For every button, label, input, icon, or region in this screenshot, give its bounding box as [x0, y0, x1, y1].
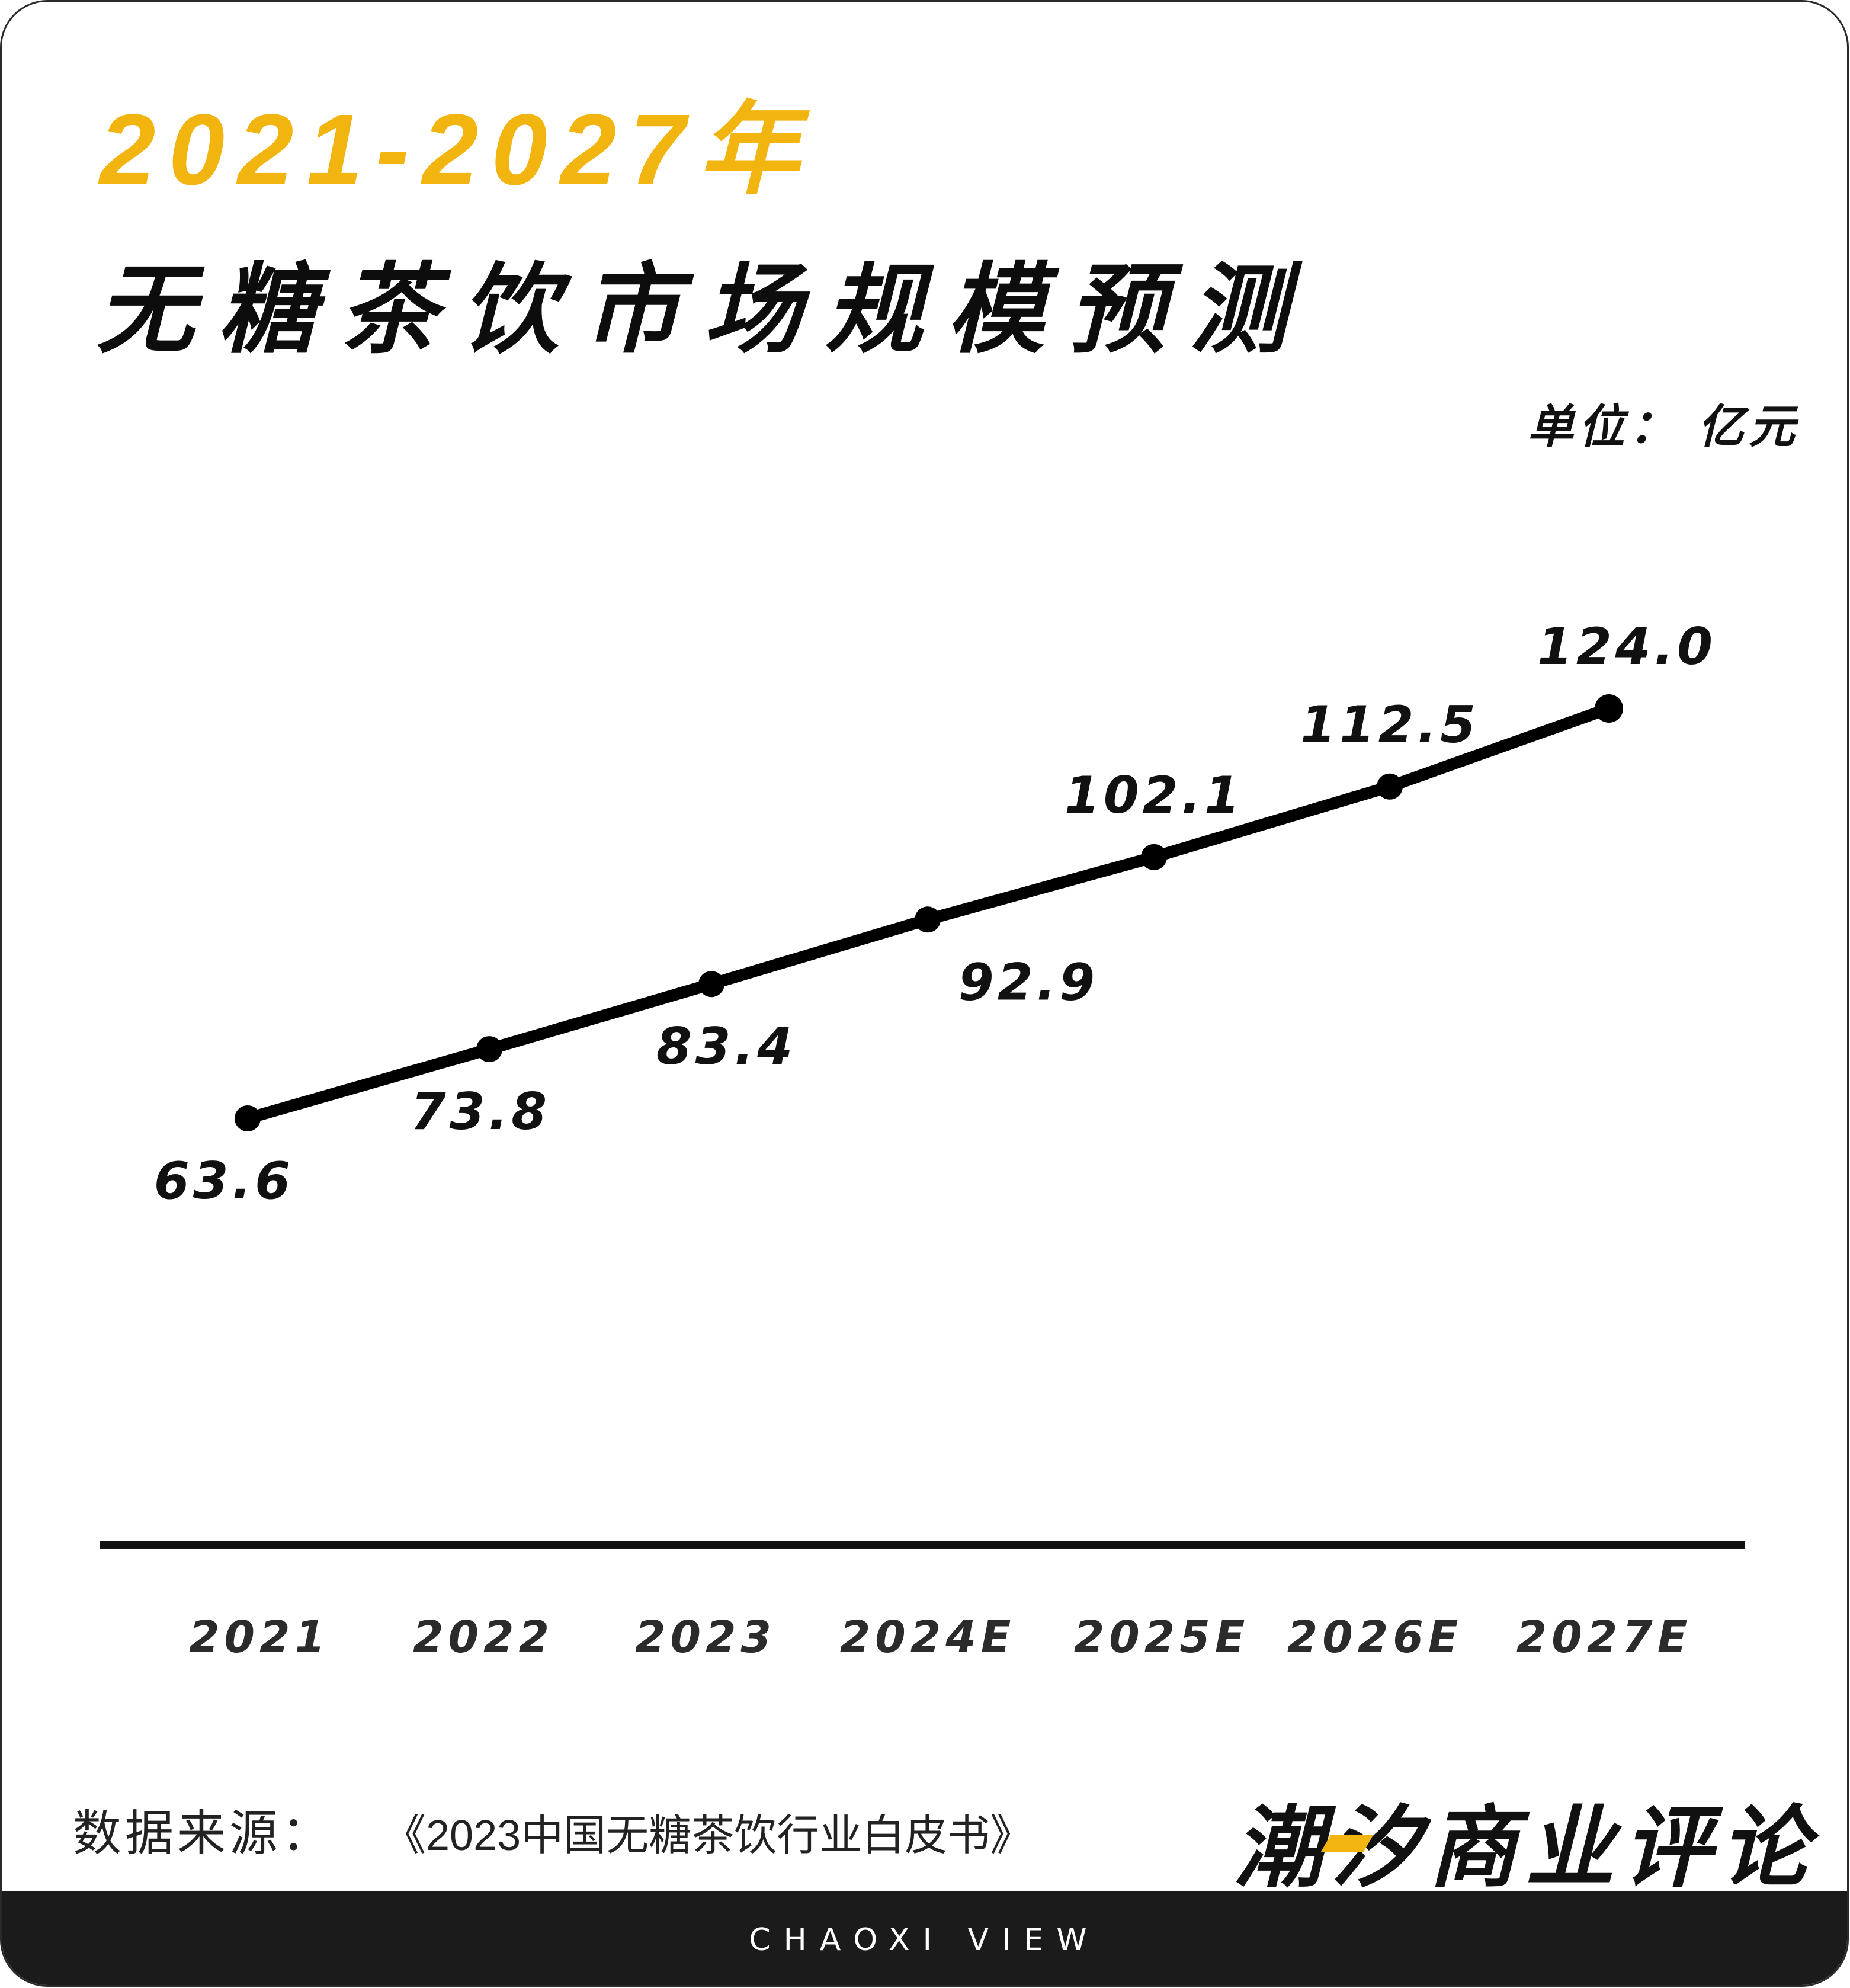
value-label-2027E: 124.0 — [1537, 617, 1716, 676]
x-tick-labels: 2021 2022 2023 2024E 2025E 2026E 2027E — [189, 1612, 1692, 1663]
title-years: 2021-2027年 — [100, 94, 812, 206]
value-label-2021: 63.6 — [154, 1152, 294, 1211]
value-label-2022: 73.8 — [411, 1082, 550, 1142]
value-label-2023: 83.4 — [656, 1017, 796, 1076]
data-point-2024E — [915, 906, 941, 933]
value-label-2026E: 112.5 — [1300, 695, 1479, 755]
data-point-2022 — [476, 1036, 502, 1063]
x-tick-2022: 2022 — [413, 1612, 554, 1663]
data-point-2026E — [1377, 773, 1403, 800]
brand-logo-text: 潮汐商业评论 — [1234, 1798, 1817, 1897]
x-tick-2026E: 2026E — [1287, 1612, 1463, 1663]
x-tick-2025E: 2025E — [1074, 1612, 1250, 1663]
x-tick-2024E: 2024E — [840, 1612, 1016, 1663]
source-label: 数据来源： — [73, 1807, 334, 1861]
data-points — [235, 694, 1623, 1131]
x-tick-2021: 2021 — [189, 1612, 330, 1663]
data-source: 数据来源： 《2023中国无糖茶饮行业白皮书》 — [73, 1794, 1033, 1864]
data-point-2021 — [235, 1105, 261, 1131]
data-point-2023 — [698, 971, 724, 998]
line-chart: 63.6 73.8 83.4 92.9 102.1 112.5 124.0 2021 2022… — [100, 617, 1745, 1663]
data-point-2025E — [1141, 844, 1167, 870]
footer-band — [2, 1891, 1847, 1985]
chart-title: 无糖茶饮市场规模预测 — [97, 255, 1311, 364]
x-tick-2023: 2023 — [635, 1612, 776, 1663]
x-tick-2027E: 2027E — [1516, 1612, 1692, 1663]
value-label-2024E: 92.9 — [958, 953, 1098, 1012]
data-point-2027E — [1595, 694, 1623, 723]
footer-tagline: CHAOXI VIEW — [749, 1922, 1100, 1958]
value-labels: 63.6 73.8 83.4 92.9 102.1 112.5 124.0 — [154, 617, 1716, 1211]
value-label-2025E: 102.1 — [1065, 766, 1243, 825]
source-title: 《2023中国无糖茶饮行业白皮书》 — [405, 1812, 1033, 1859]
unit-label: 单位： 亿元 — [1527, 400, 1800, 453]
